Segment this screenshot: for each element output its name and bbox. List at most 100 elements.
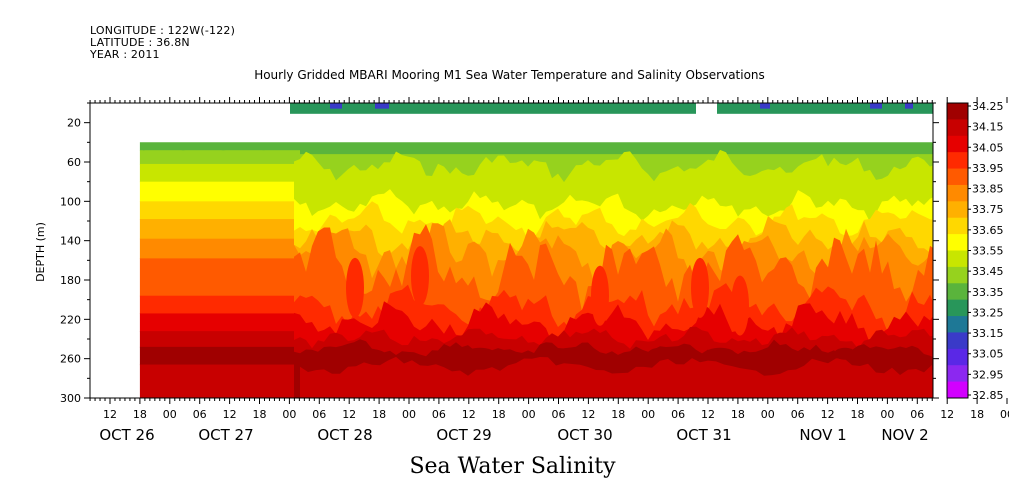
colorbar-swatch [947,201,968,219]
y-tick-label: 180 [60,274,81,287]
x-hour-label: 00 [402,408,416,421]
salinity-band [139,295,300,314]
salinity-band [139,313,300,332]
salinity-plume [591,265,609,326]
x-hour-label: 12 [940,408,954,421]
colorbar: 34.25 34.15 34.05 33.95 33.85 33.75 33.65 33.55… [946,100,1004,402]
x-hour-label: 00 [761,408,775,421]
x-hour-label: 00 [641,408,655,421]
x-hour-label: 18 [133,408,147,421]
salinity-band [139,346,300,366]
x-hour-label: 12 [103,408,117,421]
year-label: YEAR : 2011 [90,48,160,61]
salinity-band [139,238,300,259]
x-hour-label: 06 [791,408,805,421]
y-tick-label: 100 [60,195,81,208]
salinity-band [139,181,300,202]
x-date-label: OCT 28 [317,426,372,444]
colorbar-swatch [947,299,968,317]
longitude-label: LONGITUDE : 122W(-122) [90,24,236,37]
colorbar-label: 33.35 [972,286,1004,299]
x-hour-label: 12 [821,408,835,421]
bottom-title: Sea Water Salinity [409,454,616,479]
x-date-label: OCT 31 [676,426,731,444]
colorbar-swatch [947,135,968,153]
salinity-max-patch [834,347,856,360]
x-hour-label: 18 [492,408,506,421]
x-hour-label: 18 [372,408,386,421]
salinity-max-patch [465,347,495,360]
colorbar-swatch [947,152,968,170]
salinity-max-patch [648,347,672,360]
colorbar-swatch [947,316,968,333]
x-hour-label: 18 [970,408,984,421]
plot-frame [89,102,934,399]
salinity-deep-layer [300,356,933,398]
x-hour-label: 00 [522,408,536,421]
x-hour-label: 12 [342,408,356,421]
salinity-band [139,150,300,165]
salinity-band [139,331,300,348]
salinity-max-patch [555,347,585,360]
salinity-band [139,258,300,297]
x-hour-label: 06 [312,408,326,421]
colorbar-label: 33.95 [972,162,1004,175]
surface-strip-fresh-spot [330,103,342,109]
colorbar-swatch [947,184,968,202]
colorbar-label: 34.25 [972,100,1004,113]
colorbar-swatch [947,283,968,301]
x-hour-label: 12 [462,408,476,421]
x-date-label: OCT 26 [99,426,154,444]
colorbar-label: 33.15 [972,327,1004,340]
colorbar-label: 33.05 [972,348,1004,361]
colorbar-label: 34.15 [972,121,1004,134]
surface-strip-fresh-spot [760,103,770,109]
y-tick-label: 220 [60,313,81,326]
x-hour-label: 00 [282,408,296,421]
colorbar-label: 33.65 [972,224,1004,237]
x-hour-label: 12 [701,408,715,421]
colorbar-swatch [947,103,968,120]
x-hour-label: 18 [731,408,745,421]
y-axis: 20 60 100 140 180 220 260 300 [60,102,939,405]
x-hour-label: 18 [611,408,625,421]
x-date-label: NOV 2 [881,426,928,444]
x-hour-label: 06 [193,408,207,421]
salinity-max-patch [705,347,735,360]
colorbar-label: 32.95 [972,368,1004,381]
x-hour-label: 18 [253,408,267,421]
y-tick-label: 260 [60,353,81,366]
colorbar-label: 33.75 [972,203,1004,216]
salinity-plume [346,257,364,318]
y-axis-label: DEPTH (m) [34,222,47,282]
x-hour-label: 00 [1000,408,1009,421]
colorbar-label: 34.05 [972,141,1004,154]
salinity-band [139,201,300,220]
x-date-label: OCT 30 [557,426,612,444]
y-tick-label: 140 [60,235,81,248]
colorbar-swatch [947,348,968,366]
colorbar-swatch [947,266,968,284]
colorbar-label: 33.45 [972,265,1004,278]
salinity-plume [411,246,429,307]
salinity-plume [731,275,749,336]
surface-strip-fresh-spot [870,103,882,109]
colorbar-swatch [947,217,968,235]
x-date-label: OCT 29 [436,426,491,444]
latitude-label: LATITUDE : 36.8N [90,36,190,49]
x-date-label: NOV 1 [799,426,846,444]
salinity-max-patch [325,347,385,360]
surface-strip [717,103,933,114]
x-hour-label: 00 [880,408,894,421]
x-hour-label: 06 [671,408,685,421]
x-hour-label: 12 [223,408,237,421]
x-hour-label: 00 [163,408,177,421]
colorbar-swatch [947,332,968,350]
x-hour-label: 06 [910,408,924,421]
colorbar-swatch [947,119,968,137]
colorbar-swatch [947,250,968,268]
colorbar-swatch [947,365,968,383]
x-hour-label: 18 [851,408,865,421]
y-tick-label: 300 [60,392,81,405]
